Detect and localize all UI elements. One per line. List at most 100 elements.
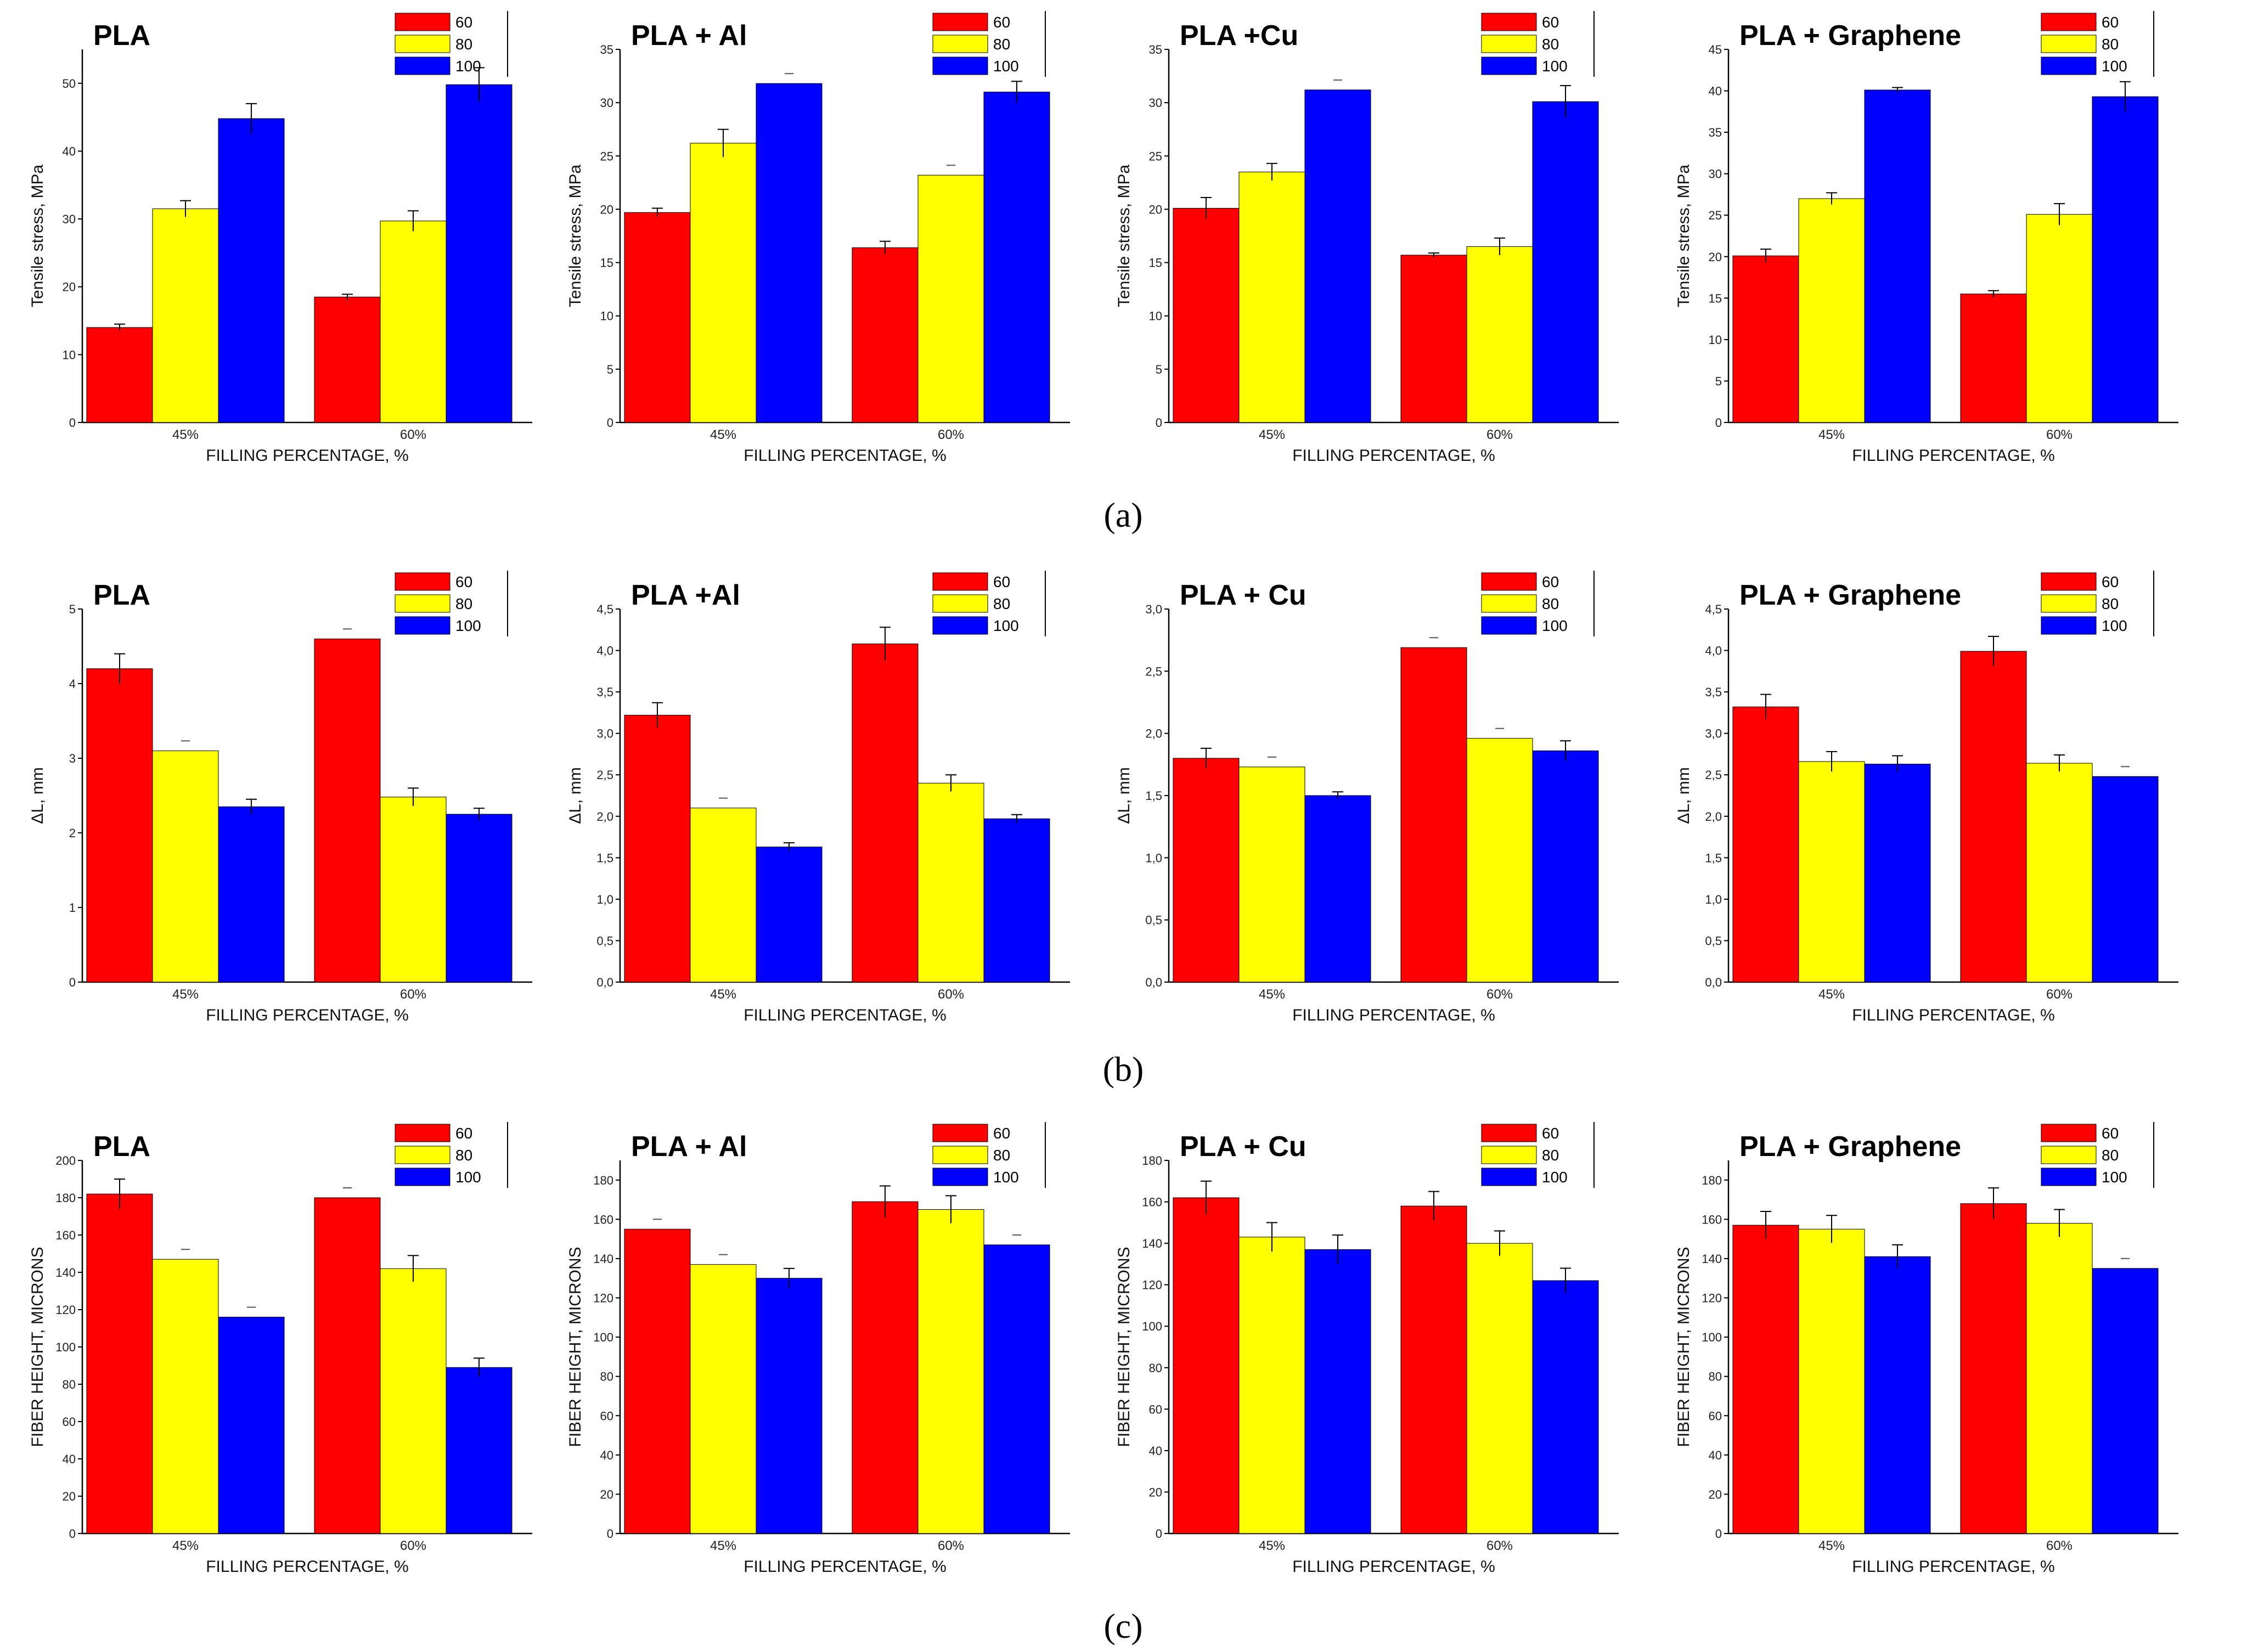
bar-45-series-60 (1732, 1225, 1799, 1534)
y-axis-title: FIBER HEIGHT, MICRONS (29, 1247, 47, 1447)
y-tick-label: 60 (1149, 1402, 1162, 1416)
y-tick-label: 15 (1149, 256, 1162, 270)
bar-60-series-80 (380, 221, 447, 423)
legend-swatch-60 (932, 572, 988, 591)
legend: 60 80 100 (932, 1122, 1046, 1188)
bar-45-series-60 (86, 327, 153, 423)
x-category-label: 60% (2046, 1538, 2073, 1553)
y-tick-label: 50 (63, 77, 76, 91)
bar-45-series-80 (690, 808, 757, 983)
y-tick-label: 25 (1709, 208, 1722, 222)
legend-label-60: 60 (455, 1125, 472, 1142)
y-tick-label: 0 (1715, 1527, 1722, 1541)
bar-45-series-60 (1173, 758, 1240, 983)
legend: 60 80 100 (1481, 11, 1595, 77)
bar-45-series-100 (218, 1317, 285, 1534)
legend-swatch-60 (1481, 13, 1537, 31)
legend-swatch-80 (932, 35, 988, 53)
y-tick-label: 1,5 (1705, 851, 1722, 865)
bar-60-series-80 (2026, 214, 2093, 423)
y-tick-label: 25 (1149, 149, 1162, 163)
x-category-label: 60% (938, 1538, 964, 1553)
x-category-label: 60% (400, 427, 426, 442)
x-axis-title: FILLING PERCENTAGE, % (1292, 1006, 1495, 1024)
legend: 60 80 100 (2041, 571, 2154, 636)
x-category-label: 60% (938, 427, 964, 442)
y-tick-label: 80 (1149, 1361, 1162, 1375)
bar-45-series-60 (1173, 1197, 1240, 1534)
x-axis-title: FILLING PERCENTAGE, % (1852, 447, 2055, 465)
chart-1-0-pla: 0 1 2 3 4 5 PLA ΔL, mm FILLING PERCENTAGE, % 45% 6… (29, 571, 532, 1024)
y-tick-label: 45 (1709, 43, 1722, 57)
y-tick-label: 20 (1149, 202, 1162, 216)
bar-60-series-60 (1960, 294, 2027, 423)
y-axis-title: Tensile stress, MPa (29, 165, 47, 307)
y-tick-label: 10 (1709, 333, 1722, 347)
legend-swatch-100 (1481, 1168, 1537, 1186)
y-tick-label: 140 (593, 1252, 613, 1266)
x-category-label: 60% (400, 1538, 426, 1553)
y-tick-label: 3 (69, 752, 76, 765)
chart-0-1-pla-al: 0 5 10 15 20 25 30 35 PLA + Al Tensile stress, MP… (566, 11, 1070, 465)
legend-swatch-80 (2041, 1146, 2097, 1164)
legend-swatch-60 (395, 1124, 450, 1142)
bar-45-series-60 (86, 1193, 153, 1534)
legend-label-60: 60 (993, 1125, 1010, 1142)
legend-label-100: 100 (2102, 617, 2127, 634)
x-axis-title: FILLING PERCENTAGE, % (206, 1006, 409, 1024)
legend-swatch-60 (2041, 13, 2097, 31)
bar-45-series-100 (1864, 1256, 1931, 1534)
panel-label-b: (b) (1103, 1050, 1144, 1089)
bar-60-series-60 (314, 296, 381, 423)
chart-title: PLA +Cu (1180, 20, 1298, 52)
legend-swatch-100 (395, 616, 450, 635)
bar-45-series-80 (1798, 761, 1865, 983)
bar-45-series-60 (624, 1228, 691, 1534)
legend-label-100: 100 (2102, 1169, 2127, 1186)
bar-60-series-60 (1400, 1205, 1467, 1534)
y-tick-label: 80 (1709, 1370, 1722, 1384)
chart-2-3-pla-graphene: 0 20 40 60 80 100 120 140 160 180 PLA + Graphene FI… (1675, 1122, 2178, 1576)
y-tick-label: 3,0 (596, 727, 613, 741)
chart-title: PLA + Graphene (1739, 579, 1961, 611)
chart-1-2-pla-cu: 0,0 0,5 1,0 1,5 2,0 2,5 3,0 PLA + Cu ΔL, mm FILLI… (1115, 571, 1619, 1024)
y-tick-label: 0,0 (1705, 976, 1722, 989)
y-tick-label: 20 (63, 1490, 76, 1503)
y-tick-label: 1 (69, 901, 76, 915)
legend-label-80: 80 (455, 595, 472, 612)
x-axis-title: FILLING PERCENTAGE, % (206, 447, 409, 465)
bar-45-series-60 (1732, 706, 1799, 983)
bar-60-series-60 (1400, 255, 1467, 423)
bar-60-series-80 (1466, 246, 1533, 423)
y-tick-label: 30 (1709, 167, 1722, 181)
y-tick-label: 15 (600, 256, 613, 270)
y-tick-label: 4,5 (1705, 602, 1722, 616)
y-tick-label: 30 (1149, 96, 1162, 110)
y-tick-label: 140 (1702, 1252, 1722, 1266)
legend-label-60: 60 (1542, 573, 1559, 590)
bar-60-series-60 (1960, 651, 2027, 983)
y-tick-label: 80 (63, 1378, 76, 1391)
legend-swatch-80 (2041, 35, 2097, 53)
y-tick-label: 0 (69, 976, 76, 989)
y-axis-title: ΔL, mm (1675, 767, 1693, 824)
y-tick-label: 40 (63, 144, 76, 158)
chart-0-3-pla-graphene: 0 5 10 15 20 25 30 35 40 45 PLA + Graphene Tensile … (1675, 11, 2178, 465)
legend: 60 80 100 (395, 11, 508, 77)
bar-45-series-100 (1304, 89, 1371, 423)
x-category-label: 45% (172, 427, 199, 442)
y-tick-label: 20 (1149, 1485, 1162, 1499)
y-tick-label: 10 (63, 348, 76, 362)
bar-45-series-80 (1238, 1237, 1305, 1534)
y-axis-title: FIBER HEIGHT, MICRONS (1115, 1247, 1133, 1447)
bar-60-series-60 (1400, 647, 1467, 983)
legend-swatch-100 (932, 616, 988, 635)
legend-swatch-60 (932, 1124, 988, 1142)
legend-swatch-100 (2041, 616, 2097, 635)
x-category-label: 45% (710, 1538, 736, 1553)
legend-swatch-60 (2041, 1124, 2097, 1142)
y-tick-label: 0 (607, 1527, 613, 1541)
y-tick-label: 160 (593, 1213, 613, 1226)
bar-60-series-60 (314, 1197, 381, 1534)
y-tick-label: 0,5 (1145, 914, 1162, 927)
